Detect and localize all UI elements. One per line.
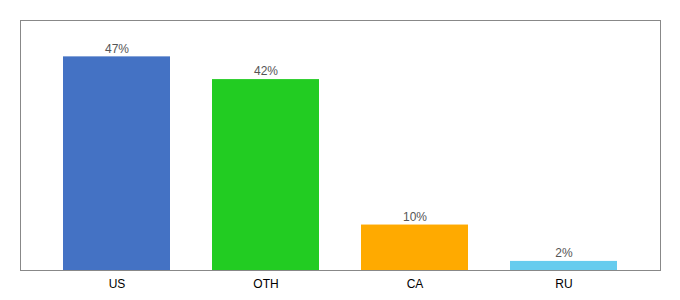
svg-text:2%: 2%: [555, 246, 573, 260]
svg-text:42%: 42%: [254, 64, 278, 78]
svg-text:10%: 10%: [403, 210, 427, 224]
svg-text:RU: RU: [555, 277, 572, 291]
svg-text:CA: CA: [407, 277, 424, 291]
svg-text:47%: 47%: [105, 42, 129, 56]
svg-text:US: US: [109, 277, 126, 291]
svg-text:OTH: OTH: [253, 277, 278, 291]
